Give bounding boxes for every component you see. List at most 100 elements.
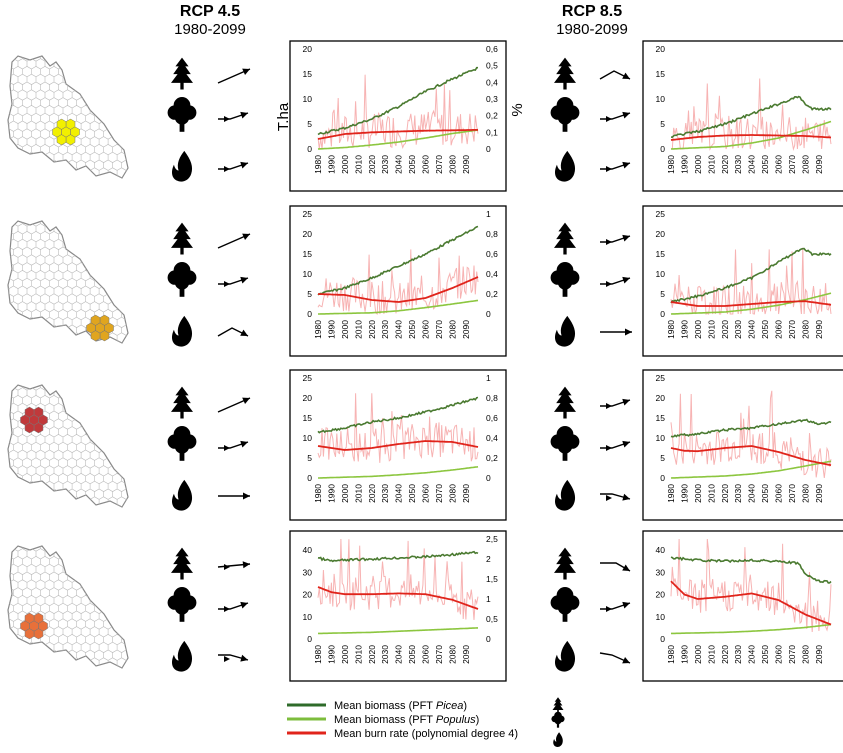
y-tick-label: 15 bbox=[303, 413, 313, 423]
highlighted-cell bbox=[33, 612, 44, 624]
burn_fit-series-line bbox=[317, 128, 479, 140]
picea-series-line bbox=[670, 95, 832, 139]
x-tick-label: 1980 bbox=[666, 320, 676, 339]
trend-arrow-icon bbox=[217, 233, 251, 249]
highlighted-cell bbox=[33, 422, 44, 434]
x-tick-label: 2090 bbox=[461, 645, 471, 664]
burn_fit-series-line bbox=[670, 445, 832, 467]
deciduous-tree-icon bbox=[550, 587, 580, 622]
x-tick-label: 2070 bbox=[787, 484, 797, 503]
x-tick-label: 2040 bbox=[747, 645, 757, 664]
highlighted-cell bbox=[33, 406, 44, 418]
y-tick-label: 0 bbox=[660, 309, 665, 319]
picea-series-line bbox=[317, 66, 478, 136]
trend-arrow-icon bbox=[217, 327, 249, 337]
x-tick-label: 2050 bbox=[407, 484, 417, 503]
y-tick-label: 10 bbox=[656, 269, 666, 279]
trend-arrow-icon bbox=[600, 234, 631, 245]
x-tick-label: 2050 bbox=[407, 645, 417, 664]
burn_fit-series-line bbox=[670, 134, 832, 141]
y2-tick-label: 0,6 bbox=[486, 44, 498, 54]
x-tick-label: 2050 bbox=[760, 484, 770, 503]
highlighted-cell bbox=[33, 628, 44, 640]
x-tick-label: 2000 bbox=[340, 645, 350, 664]
region-map bbox=[7, 384, 129, 508]
x-tick-label: 1990 bbox=[679, 320, 689, 339]
x-tick-label: 2030 bbox=[380, 645, 390, 664]
fire-icon bbox=[555, 640, 576, 672]
burn_fit-series-line bbox=[670, 580, 832, 626]
y-tick-label: 5 bbox=[307, 289, 312, 299]
x-tick-label: 2000 bbox=[340, 484, 350, 503]
y-tick-label: 10 bbox=[303, 269, 313, 279]
x-tick-label: 2060 bbox=[421, 320, 431, 339]
x-tick-label: 2060 bbox=[774, 320, 784, 339]
x-tick-label: 2060 bbox=[774, 484, 784, 503]
y2-tick-label: 0,6 bbox=[486, 413, 498, 423]
y2-tick-label: 0,3 bbox=[486, 94, 498, 104]
y-tick-label: 10 bbox=[303, 433, 313, 443]
y-tick-label: 0 bbox=[307, 144, 312, 154]
region-map bbox=[7, 220, 129, 344]
deciduous-tree-icon bbox=[167, 587, 197, 622]
x-tick-label: 2060 bbox=[421, 645, 431, 664]
y-tick-label: 25 bbox=[303, 209, 313, 219]
conifer-tree-icon bbox=[552, 697, 564, 714]
x-tick-label: 2010 bbox=[706, 320, 716, 339]
y-tick-label: 15 bbox=[656, 249, 666, 259]
chart-panel: 0 5 10 15 20 25 0 0,2 0,4 0,6 0,8 1 1980 1990 2000 2010… bbox=[289, 369, 507, 521]
chart-frame bbox=[642, 369, 843, 521]
x-tick-label: 2010 bbox=[706, 484, 716, 503]
y-tick-label: 40 bbox=[656, 545, 666, 555]
burn-rate-raw-line bbox=[317, 249, 479, 315]
x-tick-label: 2060 bbox=[774, 645, 784, 664]
y-tick-label: 25 bbox=[656, 373, 666, 383]
x-tick-label: 1980 bbox=[666, 484, 676, 503]
trend-arrow-icon bbox=[600, 276, 631, 287]
trend-arrow-icon bbox=[600, 111, 631, 122]
x-tick-label: 2040 bbox=[394, 484, 404, 503]
trend-arrow-icon bbox=[600, 328, 632, 336]
burn-rate-raw-line bbox=[317, 538, 479, 620]
y-tick-label: 0 bbox=[307, 309, 312, 319]
x-tick-label: 2010 bbox=[353, 484, 363, 503]
x-tick-label: 2010 bbox=[353, 155, 363, 174]
y-tick-label: 15 bbox=[303, 69, 313, 79]
x-tick-label: 1990 bbox=[326, 484, 336, 503]
x-tick-label: 2080 bbox=[447, 320, 457, 339]
x-tick-label: 2020 bbox=[720, 645, 730, 664]
legend-label: Mean burn rate (polynomial degree 4) bbox=[334, 728, 518, 740]
y-tick-label: 15 bbox=[656, 413, 666, 423]
x-tick-label: 2050 bbox=[407, 155, 417, 174]
y2-tick-label: 0,4 bbox=[486, 269, 498, 279]
trend-arrow-icon bbox=[217, 397, 251, 413]
region-map bbox=[7, 55, 129, 179]
x-tick-label: 2050 bbox=[760, 645, 770, 664]
y-tick-label: 15 bbox=[656, 69, 666, 79]
scenario-name: RCP 4.5 bbox=[179, 3, 241, 20]
highlighted-cell bbox=[24, 628, 35, 640]
trend-arrow-icon bbox=[600, 493, 631, 501]
chart-frame bbox=[642, 530, 843, 682]
x-tick-label: 2080 bbox=[800, 320, 810, 339]
burn_fit-series-line bbox=[317, 276, 479, 303]
x-tick-label: 1990 bbox=[326, 320, 336, 339]
y-tick-label: 0 bbox=[660, 634, 665, 644]
x-tick-label: 2040 bbox=[747, 484, 757, 503]
y2-tick-label: 1,5 bbox=[486, 574, 498, 584]
picea-series-line bbox=[670, 247, 832, 304]
x-tick-label: 2030 bbox=[733, 484, 743, 503]
deciduous-tree-icon bbox=[550, 426, 580, 461]
x-tick-label: 1990 bbox=[326, 155, 336, 174]
x-tick-label: 2090 bbox=[814, 484, 824, 503]
highlighted-cell bbox=[90, 330, 101, 342]
y-tick-label: 5 bbox=[660, 119, 665, 129]
deciduous-tree-icon bbox=[167, 97, 197, 132]
x-tick-label: 1980 bbox=[313, 645, 323, 664]
x-tick-label: 2030 bbox=[380, 320, 390, 339]
conifer-tree-icon bbox=[554, 386, 576, 419]
region-map bbox=[7, 545, 129, 669]
x-tick-label: 1990 bbox=[679, 484, 689, 503]
x-tick-label: 2000 bbox=[693, 155, 703, 174]
